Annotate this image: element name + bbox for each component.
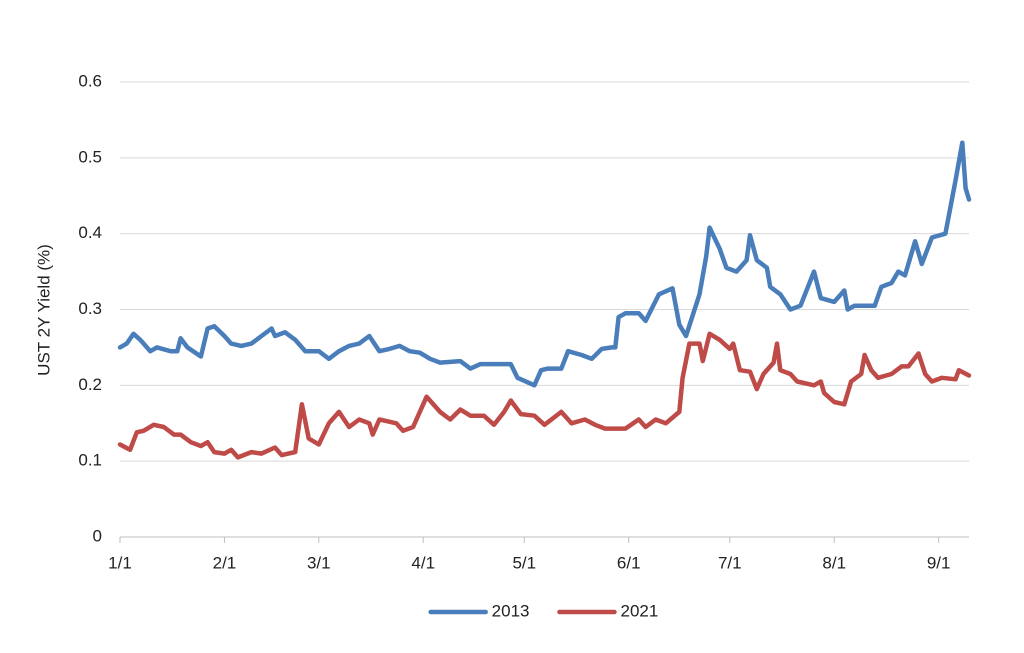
x-tick-label: 9/1 bbox=[927, 553, 951, 572]
x-tick-label: 5/1 bbox=[512, 553, 536, 572]
y-tick-label: 0.4 bbox=[78, 223, 102, 242]
y-tick-label: 0.1 bbox=[78, 451, 102, 470]
legend-label: 2021 bbox=[621, 601, 659, 620]
y-axis-label: UST 2Y Yield (%) bbox=[34, 244, 53, 376]
x-tick-label: 1/1 bbox=[108, 553, 132, 572]
y-tick-label: 0 bbox=[93, 526, 102, 545]
y-tick-label: 0.2 bbox=[78, 375, 102, 394]
x-tick-label: 7/1 bbox=[718, 553, 742, 572]
x-tick-label: 6/1 bbox=[617, 553, 641, 572]
y-tick-label: 0.3 bbox=[78, 299, 102, 318]
series-line bbox=[117, 331, 972, 460]
y-tick-label: 0.5 bbox=[78, 147, 102, 166]
x-tick-label: 4/1 bbox=[411, 553, 435, 572]
x-tick-label: 2/1 bbox=[213, 553, 237, 572]
x-tick-label: 8/1 bbox=[822, 553, 846, 572]
x-tick-label: 3/1 bbox=[307, 553, 331, 572]
y-tick-label: 0.6 bbox=[78, 71, 102, 90]
series-line bbox=[117, 140, 972, 388]
legend-label: 2013 bbox=[492, 601, 530, 620]
